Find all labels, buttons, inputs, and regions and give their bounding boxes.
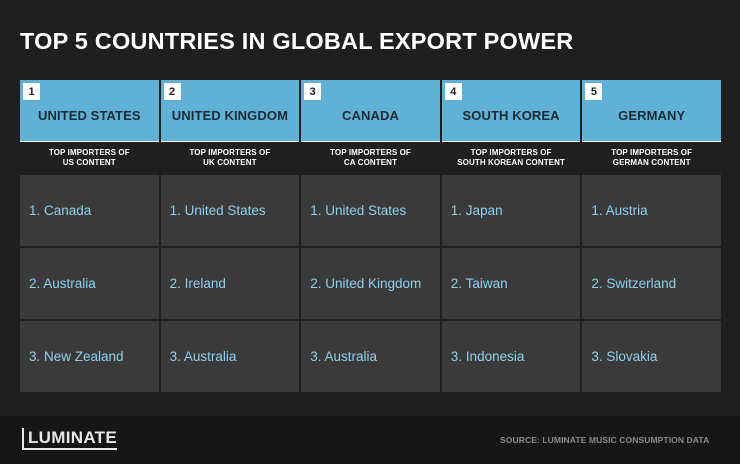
rank-badge: 3: [304, 83, 322, 100]
source-note: SOURCE: LUMINATE MUSIC CONSUMPTION DATA: [500, 435, 710, 445]
country-header: 4 SOUTH KOREA: [441, 80, 581, 141]
rank-badge: 5: [585, 83, 603, 100]
importer-cell: 2. United Kingdom: [301, 248, 440, 319]
country-header: 1 UNITED STATES: [20, 80, 159, 141]
subheading-line1: TOP IMPORTERS OF: [48, 147, 130, 157]
country-header: 5 GERMANY: [582, 80, 721, 141]
rank-badge: 4: [444, 83, 462, 100]
subheading-line1: TOP IMPORTERS OF: [189, 147, 271, 157]
column-canada: 3 CANADA TOP IMPORTERS OF CA CONTENT 1. …: [301, 80, 440, 392]
importer-cell: 1. Austria: [582, 175, 721, 246]
page-title: TOP 5 COUNTRIES IN GLOBAL EXPORT POWER: [20, 28, 574, 54]
country-header: 2 UNITED KINGDOM: [160, 80, 300, 141]
subheading-line2: UK CONTENT: [203, 157, 257, 167]
importers-subheading: TOP IMPORTERS OF CA CONTENT: [301, 141, 440, 173]
subheading-line2: SOUTH KOREAN CONTENT: [457, 157, 565, 167]
importers-subheading: TOP IMPORTERS OF UK CONTENT: [160, 141, 300, 173]
subheading-line2: CA CONTENT: [343, 157, 398, 167]
importer-cell: 2. Switzerland: [582, 248, 721, 319]
importer-cell: 1. United States: [301, 175, 440, 246]
country-name: CANADA: [342, 108, 399, 123]
importer-cell: 2. Taiwan: [441, 248, 581, 319]
importers-subheading: TOP IMPORTERS OF SOUTH KOREAN CONTENT: [441, 141, 581, 173]
rank-badge: 2: [163, 83, 181, 100]
column-united-kingdom: 2 UNITED KINGDOM TOP IMPORTERS OF UK CON…: [160, 80, 300, 392]
importers-subheading: TOP IMPORTERS OF GERMAN CONTENT: [582, 141, 721, 173]
importer-cell: 1. Japan: [441, 175, 581, 246]
column-united-states: 1 UNITED STATES TOP IMPORTERS OF US CONT…: [20, 80, 159, 392]
luminate-logo: LUMINATE: [22, 428, 117, 450]
importer-cell: 3. Slovakia: [582, 321, 721, 392]
country-name: UNITED KINGDOM: [171, 108, 288, 123]
column-germany: 5 GERMANY TOP IMPORTERS OF GERMAN CONTEN…: [582, 80, 721, 392]
footer-bar: [0, 416, 740, 464]
importer-cell: 3. Indonesia: [441, 321, 581, 392]
importer-cell: 2. Ireland: [160, 248, 300, 319]
country-name: SOUTH KOREA: [462, 108, 560, 123]
column-south-korea: 4 SOUTH KOREA TOP IMPORTERS OF SOUTH KOR…: [441, 80, 581, 392]
subheading-line2: US CONTENT: [62, 157, 116, 167]
importer-cell: 1. Canada: [20, 175, 159, 246]
importers-subheading: TOP IMPORTERS OF US CONTENT: [20, 141, 159, 173]
subheading-line1: TOP IMPORTERS OF: [470, 147, 552, 157]
subheading-line1: TOP IMPORTERS OF: [611, 147, 693, 157]
subheading-line2: GERMAN CONTENT: [612, 157, 691, 167]
importer-cell: 2. Australia: [20, 248, 159, 319]
importer-cell: 3. Australia: [301, 321, 440, 392]
importer-cell: 3. New Zealand: [20, 321, 159, 392]
country-header: 3 CANADA: [301, 80, 440, 141]
rank-badge: 1: [23, 83, 40, 100]
subheading-line1: TOP IMPORTERS OF: [330, 147, 411, 157]
export-power-table: 1 UNITED STATES TOP IMPORTERS OF US CONT…: [20, 80, 721, 392]
importer-cell: 1. United States: [160, 175, 300, 246]
country-name: UNITED STATES: [37, 108, 141, 123]
country-name: GERMANY: [618, 108, 686, 123]
importer-cell: 3. Australia: [160, 321, 300, 392]
